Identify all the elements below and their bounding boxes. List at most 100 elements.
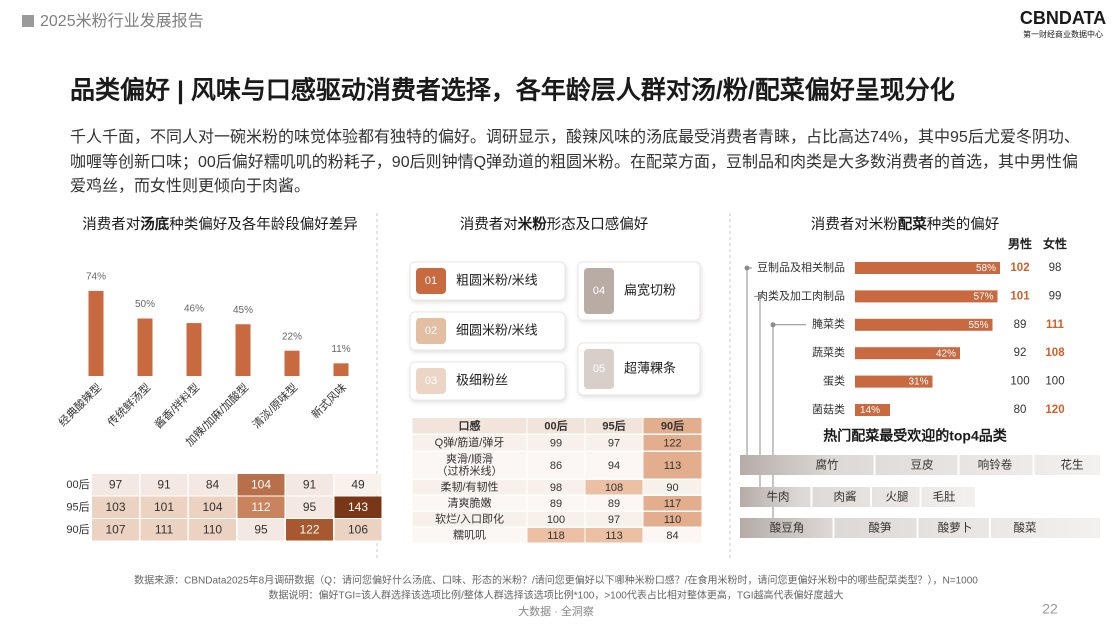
column-header: 90后: [661, 418, 684, 432]
heat-cell: [237, 496, 285, 518]
item-box: [409, 311, 566, 351]
slogan: 大数据 · 全洞察: [518, 604, 594, 618]
cell-value: 95: [254, 523, 268, 537]
heat-cell: [92, 496, 139, 518]
title-part: 消费者对: [82, 216, 140, 233]
heat-cell: [286, 496, 333, 518]
value-label: 11%: [331, 344, 350, 355]
cell-value: 101: [154, 500, 174, 514]
item-label: 响铃卷: [978, 458, 1013, 472]
cell-value: 113: [664, 460, 682, 472]
y-tick-label: 蔬菜类: [812, 345, 845, 359]
chart-title: 热门配菜最受欢迎的top4品类: [823, 428, 1008, 444]
heat-cell: [334, 474, 382, 496]
bar: [855, 375, 933, 388]
value-label: 42%: [936, 348, 956, 359]
heat-cell: [92, 474, 139, 496]
item-label: 粗圆米粉/米线: [456, 272, 538, 287]
cell-value: 110: [664, 514, 682, 526]
cell-value: 118: [547, 530, 565, 542]
heat-cell: [286, 474, 333, 496]
value-label: 58%: [976, 263, 996, 274]
heat-cell: [140, 519, 188, 541]
column-header: 00后: [544, 418, 567, 432]
cell-value: 100: [547, 514, 565, 526]
title-part: 米粉: [518, 215, 547, 233]
bar: [855, 318, 993, 331]
cell-value: 91: [157, 478, 171, 492]
rank-badge: [416, 268, 446, 294]
cell-value: 108: [605, 482, 623, 494]
table-cell: [527, 512, 585, 527]
bar: [88, 290, 104, 376]
row-label: Q弹/筋道/弹牙: [435, 435, 505, 449]
chart-title: 消费者对汤底种类偏好及各年龄段偏好差异: [82, 215, 358, 233]
cell-value: 110: [203, 523, 222, 537]
row-label: 90后: [66, 523, 89, 536]
cell-value: 113: [605, 530, 623, 542]
value-label: 57%: [973, 292, 993, 303]
y-tick-label: 蛋类: [823, 374, 845, 388]
value-label: 74%: [86, 272, 106, 283]
heat-cell: [189, 519, 236, 541]
item-label: 扁宽切粉: [624, 282, 676, 297]
heat-cell: [92, 519, 139, 541]
x-tick-label: 经典酸辣型: [55, 380, 104, 429]
table-cell: [527, 435, 585, 451]
bar: [284, 350, 300, 376]
cell-value: 104: [202, 500, 222, 514]
table-cell: [527, 528, 585, 543]
cell-value: 86: [550, 460, 562, 472]
row-label: 清爽脆嫩: [448, 495, 492, 509]
label-cell: [412, 435, 527, 451]
data-note: 数据说明：偏好TGI=该人群选择该选项比例/整体人群选择该选项比例*100，>1…: [268, 589, 843, 602]
value-label: 46%: [184, 304, 204, 315]
cell-value: 84: [666, 530, 678, 542]
row-label: 柔韧/有韧性: [440, 479, 498, 493]
rank-badge: [584, 268, 614, 314]
source-note: 数据来源：CBNData2025年8月调研数据（Q：请问您偏好什么汤底、口味、形…: [134, 574, 978, 587]
tgi-value: 100: [1010, 376, 1029, 388]
label-cell: [412, 480, 527, 495]
item-label: 毛肚: [933, 490, 956, 504]
cell-value: 99: [550, 437, 562, 449]
header-cell: [412, 418, 527, 434]
table-cell: [527, 480, 585, 495]
cell-value: 49: [351, 478, 365, 492]
rank-badge: [416, 318, 446, 344]
cell-value: 111: [155, 523, 174, 537]
column-header: 男性: [1008, 236, 1032, 251]
cell-value: 122: [663, 437, 681, 449]
table-cell: [527, 452, 585, 479]
title-part: 配菜: [898, 215, 927, 233]
item-label: 细圆米粉/米线: [456, 322, 538, 337]
row-label: 爽滑/顺滑: [446, 452, 493, 465]
heat-cell: [286, 519, 333, 541]
bar: [186, 323, 202, 376]
heat-cell: [189, 496, 236, 518]
tgi-value: 101: [1010, 290, 1030, 302]
rank-number: 05: [593, 363, 605, 375]
bar: [333, 363, 349, 376]
cell-value: 97: [608, 437, 620, 449]
item-label: 牛肉: [767, 490, 790, 504]
tgi-value: 99: [1049, 290, 1062, 302]
logo: CBNDATA: [1020, 8, 1106, 28]
tgi-value: 89: [1014, 319, 1027, 331]
page-number: 22: [1042, 601, 1058, 617]
x-tick-label: 清淡/原味型: [249, 380, 300, 431]
bar: [235, 324, 251, 376]
cell-value: 112: [251, 500, 270, 514]
item-label: 极细粉丝: [456, 372, 508, 387]
tgi-value: 108: [1045, 347, 1065, 359]
row-label: 95后: [66, 500, 89, 513]
heat-cell: [334, 519, 382, 541]
bar: [855, 347, 960, 360]
row-band: [740, 518, 1100, 538]
title-part: 种类偏好及各年龄段偏好差异: [169, 216, 358, 233]
label-cell: [412, 496, 527, 511]
heat-cell: [189, 474, 236, 496]
cell-value: 94: [608, 460, 620, 472]
column-header: 女性: [1043, 236, 1067, 251]
item-label: 酸豆角: [770, 521, 805, 535]
